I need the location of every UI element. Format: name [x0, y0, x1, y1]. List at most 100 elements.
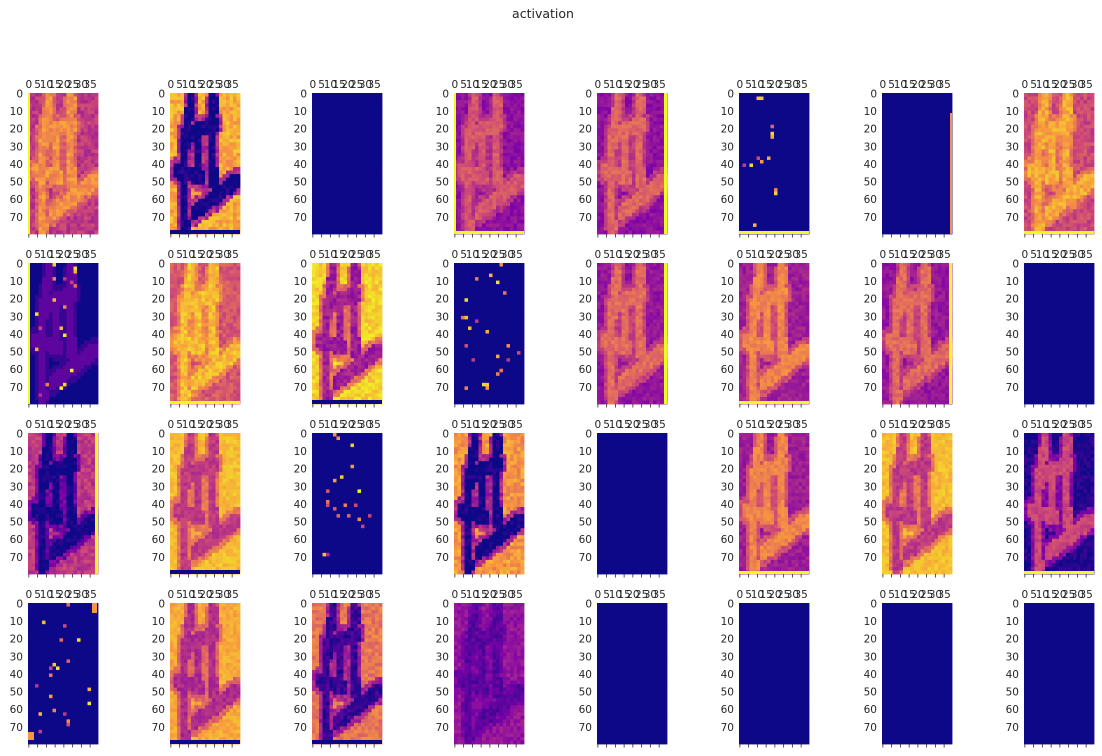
heatmap-cell — [621, 149, 626, 154]
heatmap-cell — [66, 191, 71, 196]
heatmap-cell — [607, 121, 612, 126]
heatmap-cell — [625, 156, 629, 161]
heatmap-cell — [607, 174, 612, 178]
heatmap-cell — [597, 219, 601, 224]
heatmap-cell — [492, 124, 497, 129]
heatmap-cell — [322, 219, 327, 224]
heatmap-cell — [746, 223, 750, 228]
heatmap-cell — [233, 145, 237, 150]
heatmap-cell — [485, 191, 490, 196]
heatmap-cell — [513, 174, 518, 178]
heatmap-cell — [649, 142, 654, 147]
heatmap-cell — [233, 138, 237, 143]
heatmap-cell — [628, 138, 633, 143]
heatmap-cell — [340, 188, 344, 193]
heatmap-cell — [625, 103, 629, 108]
heatmap-cell — [205, 117, 209, 122]
heatmap-cell — [464, 174, 469, 178]
heatmap-cell — [805, 212, 810, 217]
heatmap-cell — [642, 219, 647, 224]
heatmap-cell — [91, 216, 95, 221]
heatmap-cell — [520, 174, 525, 178]
heatmap-cell — [38, 110, 43, 115]
heatmap-cell — [618, 226, 622, 231]
heatmap-cell — [642, 170, 647, 175]
heatmap-cell — [496, 156, 500, 161]
heatmap-cell — [52, 124, 57, 129]
heatmap-cell — [763, 212, 768, 217]
heatmap-cell — [194, 181, 199, 186]
heatmap-cell — [621, 219, 626, 224]
heatmap-cell — [215, 117, 220, 122]
heatmap-cell — [649, 209, 654, 214]
heatmap-cell — [378, 135, 383, 140]
heatmap-cell — [94, 195, 99, 200]
heatmap-cell — [763, 103, 768, 108]
heatmap-cell — [510, 195, 514, 200]
heatmap-cell — [653, 230, 657, 235]
heatmap-cell — [38, 202, 43, 207]
heatmap-cell — [475, 163, 479, 168]
heatmap-cell — [805, 149, 810, 154]
heatmap-cell — [378, 209, 383, 214]
heatmap-cell — [770, 223, 775, 228]
heatmap-cell — [739, 100, 743, 104]
heatmap-cell — [187, 152, 192, 157]
heatmap-cell — [653, 159, 657, 164]
heatmap-cell — [357, 142, 362, 147]
heatmap-cell — [45, 195, 50, 200]
heatmap-cell — [471, 138, 476, 143]
heatmap-cell — [781, 152, 785, 157]
heatmap-cell — [468, 181, 472, 186]
heatmap-cell — [63, 93, 67, 97]
heatmap-cell — [368, 202, 372, 207]
heatmap-cell — [632, 216, 636, 221]
heatmap-cell — [635, 93, 640, 97]
heatmap-cell — [660, 181, 664, 186]
heatmap-cell — [482, 226, 486, 231]
heatmap-cell — [340, 110, 344, 115]
heatmap-cell — [503, 121, 507, 126]
heatmap-cell — [205, 191, 209, 196]
heatmap-cell — [496, 202, 500, 207]
heatmap-cell — [635, 156, 640, 161]
heatmap-cell — [614, 170, 619, 175]
heatmap-cell — [805, 195, 810, 200]
heatmap-cell — [198, 219, 202, 224]
heatmap-cell — [760, 93, 764, 97]
heatmap-cell — [375, 93, 379, 97]
heatmap-cell — [802, 100, 806, 104]
heatmap-cell — [489, 135, 493, 140]
heatmap-cell — [84, 195, 88, 200]
heatmap-cell — [600, 223, 605, 228]
heatmap-cell — [38, 145, 43, 150]
heatmap-cell — [343, 117, 348, 122]
heatmap-cell — [746, 209, 750, 214]
heatmap-cell — [70, 205, 74, 210]
heatmap-cell — [805, 103, 810, 108]
heatmap-cell — [774, 209, 778, 214]
heatmap-cell — [774, 100, 778, 104]
heatmap-cell — [94, 174, 99, 178]
heatmap-cell — [660, 138, 664, 143]
heatmap-cell — [194, 202, 199, 207]
heatmap-cell — [753, 163, 757, 168]
heatmap-cell — [63, 149, 67, 154]
heatmap-cell — [56, 195, 60, 200]
heatmap-cell — [628, 131, 633, 136]
heatmap-cell — [312, 114, 316, 119]
heatmap-cell — [368, 142, 372, 147]
heatmap-cell — [635, 226, 640, 231]
heatmap-cell — [343, 181, 348, 186]
heatmap-cell — [763, 100, 768, 104]
heatmap-cell — [52, 184, 57, 189]
heatmap-cell — [913, 96, 918, 101]
heatmap-cell — [802, 191, 806, 196]
heatmap-cell — [499, 135, 504, 140]
heatmap-cell — [646, 96, 650, 101]
heatmap-cell — [756, 142, 761, 147]
heatmap-cell — [198, 177, 202, 182]
heatmap-cell — [219, 142, 223, 147]
heatmap-cell — [59, 103, 64, 108]
heatmap-cell — [194, 184, 199, 189]
